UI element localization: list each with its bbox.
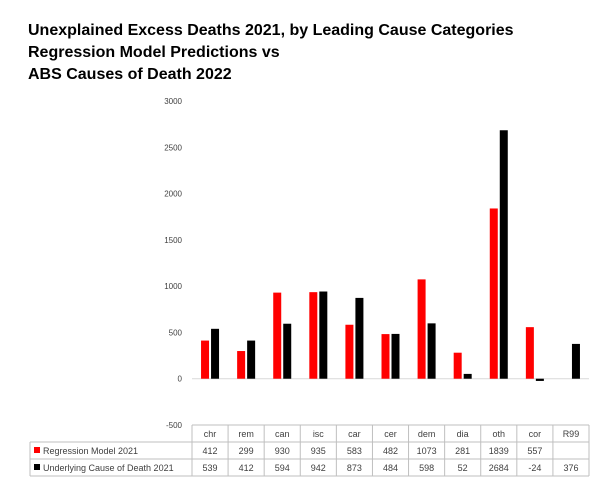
- data-label-underlying-cause-chr: 539: [203, 463, 218, 473]
- bar-regression-model-cor: [525, 327, 534, 379]
- bar-underlying-cause-cer: [391, 333, 400, 379]
- category-label-rem: rem: [238, 429, 254, 439]
- bar-underlying-cause-car: [355, 297, 364, 379]
- data-label-regression-model-dia: 281: [455, 446, 470, 456]
- bar-regression-model-dem: [417, 279, 426, 379]
- chart-title-line-3: ABS Causes of Death 2022: [28, 66, 232, 83]
- data-label-regression-model-rem: 299: [239, 446, 254, 456]
- data-label-underlying-cause-isc: 942: [311, 463, 326, 473]
- data-label-underlying-cause-cer: 484: [383, 463, 398, 473]
- y-tick-label: 0: [178, 375, 183, 384]
- bar-underlying-cause-chr: [211, 328, 220, 379]
- chart-title: Unexplained Excess Deaths 2021, by Leadi…: [28, 20, 514, 86]
- category-label-dia: dia: [457, 429, 469, 439]
- category-label-dem: dem: [418, 429, 436, 439]
- bar-underlying-cause-can: [283, 323, 292, 379]
- bar-underlying-cause-rem: [247, 340, 256, 379]
- legend-label-underlying-cause: Underlying Cause of Death 2021: [43, 463, 174, 473]
- data-label-regression-model-car: 583: [347, 446, 362, 456]
- bar-regression-model-car: [345, 324, 354, 379]
- y-axis: 3000 2500 2000 1500 1000 500 0 -500: [164, 97, 589, 430]
- y-tick-label: 500: [169, 328, 183, 337]
- bars: [201, 130, 580, 381]
- bar-underlying-cause-dem: [427, 323, 436, 379]
- chart-title-line-2: Regression Model Predictions vs: [28, 44, 280, 61]
- data-label-underlying-cause-car: 873: [347, 463, 362, 473]
- data-label-regression-model-cor: 557: [527, 446, 542, 456]
- legend-swatch-regression-model: [34, 447, 40, 453]
- category-label-chr: chr: [204, 429, 217, 439]
- bar-underlying-cause-dia: [463, 373, 472, 379]
- data-label-underlying-cause-R99: 376: [563, 463, 578, 473]
- category-label-R99: R99: [563, 429, 580, 439]
- category-label-cor: cor: [529, 429, 542, 439]
- y-tick-label: 1000: [164, 282, 182, 291]
- data-label-underlying-cause-can: 594: [275, 463, 290, 473]
- y-tick-label: 1500: [164, 236, 182, 245]
- data-label-underlying-cause-cor: -24: [528, 463, 541, 473]
- legend-label-regression-model: Regression Model 2021: [43, 446, 138, 456]
- y-tick-label: -500: [166, 421, 183, 430]
- category-label-can: can: [275, 429, 290, 439]
- data-label-regression-model-cer: 482: [383, 446, 398, 456]
- bar-regression-model-rem: [237, 351, 246, 379]
- data-label-regression-model-isc: 935: [311, 446, 326, 456]
- bar-regression-model-chr: [201, 340, 210, 379]
- bar-underlying-cause-R99: [571, 343, 580, 379]
- data-label-underlying-cause-dem: 598: [419, 463, 434, 473]
- bar-regression-model-dia: [453, 352, 462, 379]
- bar-underlying-cause-isc: [319, 291, 328, 379]
- chart-title-line-1: Unexplained Excess Deaths 2021, by Leadi…: [28, 22, 514, 39]
- y-tick-label: 2500: [164, 143, 182, 152]
- category-label-car: car: [348, 429, 361, 439]
- data-label-underlying-cause-dia: 52: [458, 463, 468, 473]
- bar-regression-model-can: [273, 292, 282, 379]
- data-label-underlying-cause-rem: 412: [239, 463, 254, 473]
- data-label-regression-model-oth: 1839: [489, 446, 509, 456]
- data-label-regression-model-dem: 1073: [417, 446, 437, 456]
- bar-regression-model-cer: [381, 334, 390, 379]
- bar-underlying-cause-oth: [499, 130, 508, 379]
- category-label-oth: oth: [493, 429, 506, 439]
- category-label-isc: isc: [313, 429, 324, 439]
- data-table: chr rem can isc car cer dem dia oth cor R99 Regress…: [29, 424, 590, 477]
- y-tick-label: 3000: [164, 97, 182, 106]
- bar-regression-model-oth: [489, 208, 498, 379]
- bar-regression-model-isc: [309, 292, 318, 379]
- y-tick-label: 2000: [164, 190, 182, 199]
- data-label-regression-model-chr: 412: [203, 446, 218, 456]
- data-label-underlying-cause-oth: 2684: [489, 463, 509, 473]
- bar-underlying-cause-cor: [535, 378, 544, 381]
- category-label-cer: cer: [384, 429, 397, 439]
- legend-swatch-underlying-cause: [34, 464, 40, 470]
- data-label-regression-model-can: 930: [275, 446, 290, 456]
